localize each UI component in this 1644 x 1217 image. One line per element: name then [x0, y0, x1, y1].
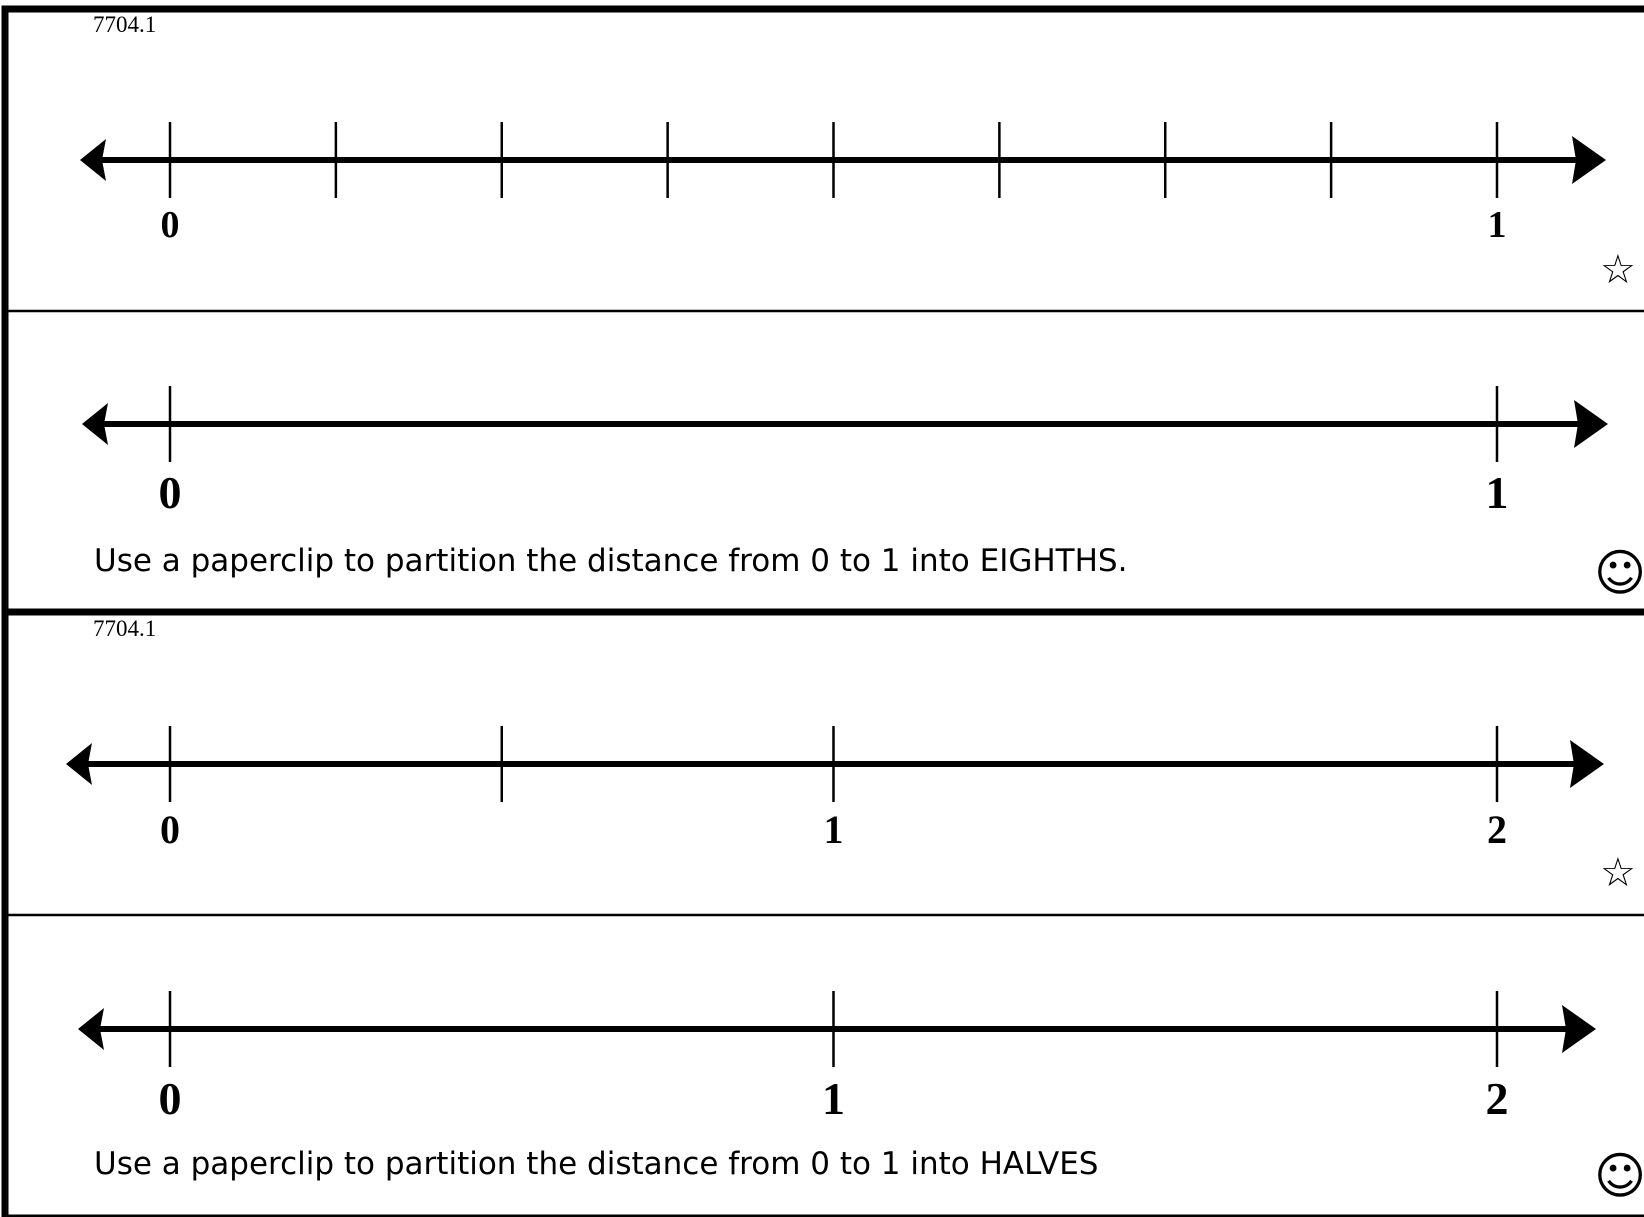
smiley-face-icon: ☺	[1594, 1147, 1644, 1205]
card-1-code: 7704.1	[93, 12, 157, 37]
card-2-line-2-left-arrow-icon	[78, 1008, 104, 1050]
star-icon: ☆	[1600, 247, 1636, 293]
card-1-line-2-tick-label: 0	[159, 467, 182, 518]
card-2-border	[1, 608, 1644, 1217]
card-1-line-1-tick-label: 0	[161, 204, 180, 246]
card-2-line-2-tick-label: 0	[159, 1073, 182, 1124]
card-1-line-2-left-arrow-icon	[82, 403, 108, 445]
card-1-line-1-left-arrow-icon	[80, 139, 106, 181]
card-2-line-2-tick-label: 1	[822, 1073, 845, 1124]
card-1-line-1-tick-label: 1	[1488, 204, 1507, 246]
card-1-line-1-right-arrow-icon	[1572, 136, 1606, 184]
card-2-line-2-right-arrow-icon	[1562, 1005, 1596, 1053]
card-2-line-2-tick-label: 2	[1486, 1073, 1509, 1124]
star-icon: ☆	[1600, 850, 1636, 896]
card-2-line-1-left-arrow-icon	[66, 743, 92, 785]
card-2-line-1-right-arrow-icon	[1570, 740, 1604, 788]
card-1-line-2-tick-label: 1	[1486, 467, 1509, 518]
card-2-line-1-tick-label: 0	[160, 807, 180, 852]
smiley-face-icon: ☺	[1594, 544, 1644, 602]
card-2-code: 7704.1	[93, 616, 157, 641]
card-2-instruction: Use a paperclip to partition the distanc…	[94, 1146, 1099, 1182]
card-2-line-1-tick-label: 2	[1487, 807, 1507, 852]
card-1-line-2-right-arrow-icon	[1574, 400, 1608, 448]
card-2-line-1-tick-label: 1	[824, 807, 844, 852]
card-1-instruction: Use a paperclip to partition the distanc…	[94, 543, 1128, 579]
